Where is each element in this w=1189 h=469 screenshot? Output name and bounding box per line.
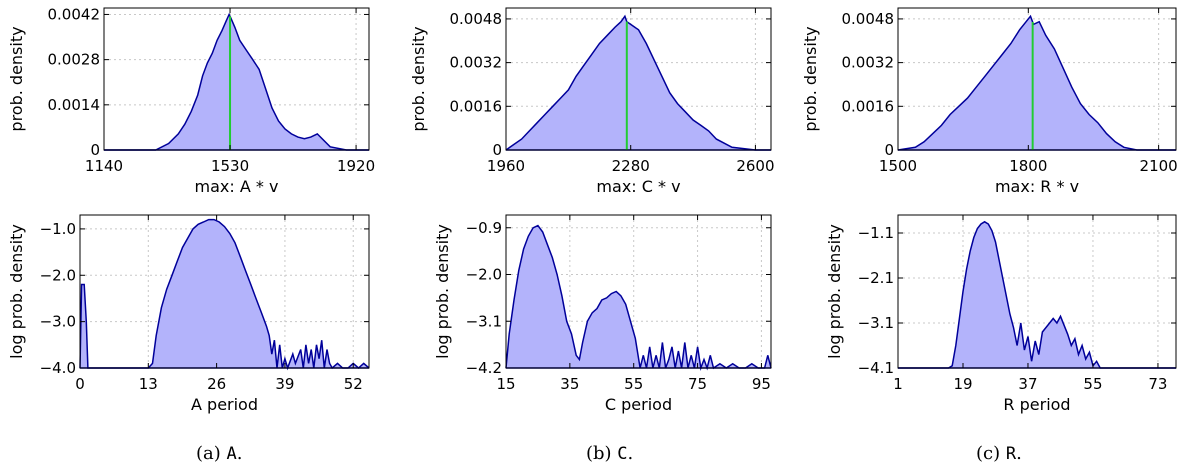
x-tick-label: 1140 [85, 157, 123, 175]
y-tick-label: −3.1 [858, 314, 894, 332]
plot-frame [897, 214, 1177, 369]
y-tick-label: 0.0032 [842, 54, 895, 72]
y-axis-label: log prob. density [433, 224, 452, 359]
plot-frame [79, 214, 370, 369]
density-line [104, 12, 369, 151]
x-axis-label: max: R * v [995, 177, 1079, 196]
y-tick-label: 0 [492, 141, 502, 159]
y-tick-label: −1.1 [858, 224, 894, 242]
x-tick-label: 2280 [612, 157, 650, 175]
caption-c: (c) R. [976, 443, 1022, 464]
y-tick-label: −2.0 [40, 266, 76, 284]
x-axis-label: R period [1003, 395, 1070, 414]
density-area [506, 225, 771, 368]
chart-b-bottom: 15 35 55 75 95 −4.2 −3.1 −2.0 −0.9 C period log pr… [433, 214, 772, 414]
caption-a: (a) A. [196, 443, 242, 464]
x-tick-label: 52 [344, 375, 363, 393]
caption-b: (b) C. [586, 443, 633, 464]
x-tick-label: 35 [560, 375, 579, 393]
y-tick-label: 0.0014 [48, 96, 101, 114]
density-area [898, 221, 1176, 368]
density-line [505, 14, 771, 151]
x-tick-label: 19 [953, 375, 972, 393]
caption-b-code: C [617, 444, 627, 464]
x-tick-label: 2600 [736, 157, 774, 175]
plot-frame [897, 7, 1177, 151]
x-tick-label: 1500 [879, 157, 917, 175]
x-tick-label: 75 [688, 375, 707, 393]
x-tick-label: 37 [1018, 375, 1037, 393]
plot-frame [505, 214, 772, 369]
y-tick-label: 0.0048 [842, 10, 895, 28]
y-tick-label: 0 [884, 141, 894, 159]
x-tick-label: 0 [75, 375, 85, 393]
x-axis-label: max: A * v [195, 177, 279, 196]
y-tick-label: −3.0 [40, 313, 76, 331]
y-tick-label: 0.0032 [450, 54, 503, 72]
x-tick-label: 95 [752, 375, 771, 393]
plot-frame [103, 7, 370, 151]
caption-a-label: (a) [196, 443, 227, 464]
y-axis-label: prob. density [801, 26, 820, 131]
y-tick-label: −4.0 [40, 359, 76, 377]
x-tick-label: 13 [139, 375, 158, 393]
y-axis-label: prob. density [7, 26, 26, 131]
y-tick-label: 0 [90, 141, 100, 159]
chart-panels: 1140 1530 1920 0 0.0014 0.0028 0.0042 max: A * … [7, 5, 1178, 414]
y-tick-label: −3.1 [466, 312, 502, 330]
x-tick-label: 55 [624, 375, 643, 393]
caption-c-code: R [1006, 444, 1017, 464]
y-tick-label: −1.0 [40, 220, 76, 238]
x-tick-label: 15 [496, 375, 515, 393]
x-tick-label: 1960 [487, 157, 525, 175]
x-tick-label: 73 [1148, 375, 1167, 393]
y-axis-label: log prob. density [825, 224, 844, 359]
x-axis-label: C period [605, 395, 672, 414]
density-area [506, 16, 771, 151]
y-tick-label: −2.1 [858, 269, 894, 287]
chart-c-top: 1500 1800 2100 0 0.0016 0.0032 0.0048 max: R * … [801, 7, 1178, 196]
figure-captions: (a) A. (b) C. (c) R. [196, 443, 1022, 464]
x-tick-label: 1920 [337, 157, 375, 175]
chart-c-bottom: 1 19 37 55 73 −4.1 −3.1 −2.1 −1.1 R period log pro… [825, 214, 1177, 414]
x-axis-label: max: C * v [596, 177, 680, 196]
chart-b-top: 1960 2280 2600 0 0.0016 0.0032 0.0048 max: C * … [409, 7, 775, 196]
x-tick-label: 55 [1083, 375, 1102, 393]
x-tick-label: 1530 [211, 157, 249, 175]
caption-c-label: (c) [976, 443, 1006, 464]
y-tick-label: 0.0028 [48, 51, 101, 69]
plot-frame [505, 7, 772, 151]
x-tick-label: 39 [275, 375, 294, 393]
caption-b-end: . [628, 443, 634, 464]
density-area [104, 14, 369, 150]
y-tick-label: −4.1 [858, 359, 894, 377]
caption-b-label: (b) [586, 443, 617, 464]
y-tick-label: −4.2 [466, 359, 502, 377]
x-tick-label: 26 [207, 375, 226, 393]
y-axis-label: log prob. density [7, 224, 26, 359]
x-tick-label: 1800 [1009, 157, 1047, 175]
caption-a-code: A [227, 444, 237, 464]
caption-a-end: . [237, 443, 243, 464]
chart-a-top: 1140 1530 1920 0 0.0014 0.0028 0.0042 max: A * … [7, 5, 375, 196]
y-tick-label: −0.9 [466, 219, 502, 237]
density-line [897, 14, 1176, 151]
density-line [898, 220, 1176, 369]
y-tick-label: 0.0016 [842, 97, 895, 115]
y-tick-label: −2.0 [466, 266, 502, 284]
caption-c-end: . [1016, 443, 1022, 464]
x-tick-label: 2100 [1140, 157, 1178, 175]
x-tick-label: 1 [893, 375, 903, 393]
y-tick-label: 0.0042 [48, 5, 101, 23]
y-axis-label: prob. density [409, 26, 428, 131]
y-tick-label: 0.0016 [450, 97, 503, 115]
y-tick-label: 0.0048 [450, 10, 503, 28]
density-line [79, 218, 370, 371]
chart-a-bottom: 0 13 26 39 52 −4.0 −3.0 −2.0 −1.0 A period log pro… [7, 214, 370, 414]
density-area [898, 16, 1176, 151]
density-area [80, 219, 369, 368]
x-axis-label: A period [191, 395, 258, 414]
